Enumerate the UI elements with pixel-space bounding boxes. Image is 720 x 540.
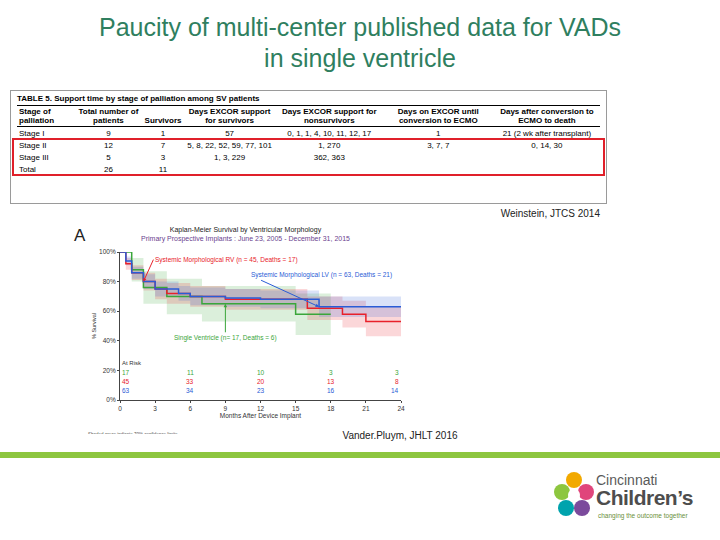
html-text:3: 3: [160, 152, 166, 162]
svg-text:11: 11: [187, 369, 194, 376]
html-text:Stage of palliation: Stage of palliation: [19, 107, 55, 125]
svg-text:24: 24: [397, 405, 405, 412]
svg-text:21: 21: [362, 405, 370, 412]
html-text:Total: Total: [19, 164, 36, 174]
html-text:21 (2 wk after transplant): 21 (2 wk after transplant): [502, 128, 592, 138]
svg-text:60%: 60%: [103, 307, 116, 314]
html-text:1: 1: [160, 128, 166, 138]
svg-text:17: 17: [122, 369, 130, 376]
svg-text:63: 63: [122, 387, 130, 394]
svg-text:10: 10: [257, 369, 265, 376]
html-text:5, 8, 22, 52, 59, 77, 101: 5, 8, 22, 52, 59, 77, 101: [187, 140, 272, 150]
html-text:Total number of patients: Total number of patients: [78, 107, 139, 125]
html-text:Vander.Pluym, JHLT 2016: Vander.Pluym, JHLT 2016: [342, 430, 458, 441]
svg-text:13: 13: [327, 378, 335, 385]
html-text:12: 12: [104, 140, 113, 150]
html-text:1: 1: [436, 128, 441, 138]
svg-text:Systemic Morphological RV (n =: Systemic Morphological RV (n = 45, Death…: [155, 256, 298, 264]
svg-text:16: 16: [327, 387, 335, 394]
html-text:Stage III: Stage III: [19, 152, 49, 162]
svg-text:23: 23: [257, 387, 265, 394]
svg-text:6: 6: [188, 405, 192, 412]
html-text:5: 5: [106, 152, 111, 162]
html-text:changing the outcome together: changing the outcome together: [598, 512, 688, 519]
svg-text:45: 45: [122, 378, 130, 385]
html-text:Paucity of multi-center publis: Paucity of multi-center published data f…: [99, 13, 621, 41]
svg-text:9: 9: [224, 405, 228, 412]
html-text:11: 11: [158, 164, 168, 174]
svg-text:Systemic Morphological LV (n =: Systemic Morphological LV (n = 63, Death…: [251, 271, 392, 279]
svg-text:3: 3: [329, 369, 333, 376]
svg-text:34: 34: [186, 387, 194, 394]
svg-text:0%: 0%: [106, 396, 116, 403]
html-text:Weinstein, JTCS 2014: Weinstein, JTCS 2014: [500, 208, 600, 219]
html-text:Days on EXCOR until conversion: Days on EXCOR until conversion to ECMO: [397, 107, 479, 125]
html-text:0, 14, 30: 0, 14, 30: [531, 140, 563, 150]
html-text:3, 7, 7: 3, 7, 7: [427, 140, 450, 150]
html-text:Days EXCOR support for survivo: Days EXCOR support for survivors: [188, 107, 271, 125]
html-text:Cincinnati: Cincinnati: [596, 472, 658, 488]
html-text:1, 3, 229: 1, 3, 229: [214, 152, 246, 162]
svg-text:Shaded areas indicate 70% conf: Shaded areas indicate 70% confidence lim…: [88, 432, 178, 434]
svg-text:At Risk: At Risk: [122, 360, 142, 366]
svg-text:80%: 80%: [103, 278, 116, 285]
html-text:Stage I: Stage I: [19, 128, 45, 138]
html-text:Days EXCOR support for nonsurv: Days EXCOR support for nonsurvivors: [281, 107, 377, 125]
svg-text:100%: 100%: [99, 248, 116, 255]
svg-text:3: 3: [395, 369, 399, 376]
html-text:TABLE 5. Support time by stage: TABLE 5. Support time by stage of pallia…: [17, 94, 260, 103]
html-text:Days after conversion to ECMO: Days after conversion to ECMO to death: [500, 107, 594, 125]
svg-text:14: 14: [391, 387, 399, 394]
html-text:0, 1, 1, 4, 10, 11, 12, 17: 0, 1, 1, 4, 10, 11, 12, 17: [287, 128, 372, 138]
html-text:26: 26: [104, 164, 113, 174]
html-text:Stage II: Stage II: [19, 140, 47, 150]
svg-text:Single Ventricle (n= 17, Death: Single Ventricle (n= 17, Deaths = 6): [174, 334, 277, 342]
svg-text:33: 33: [186, 378, 194, 385]
html-text:9: 9: [106, 128, 111, 138]
svg-text:20: 20: [257, 378, 265, 385]
svg-text:18: 18: [327, 405, 335, 412]
html-text:A: A: [74, 226, 86, 245]
svg-text:3: 3: [153, 405, 157, 412]
svg-text:20%: 20%: [103, 367, 116, 374]
svg-text:12: 12: [257, 405, 265, 412]
svg-text:40%: 40%: [103, 337, 116, 344]
svg-text:8: 8: [395, 378, 399, 385]
html-text:Survivors: Survivors: [144, 116, 182, 125]
html-text:362, 363: 362, 363: [313, 152, 345, 162]
html-text:Children’s: Children’s: [596, 486, 693, 509]
html-text:1, 270: 1, 270: [318, 140, 341, 150]
html-text:in single ventricle: in single ventricle: [264, 44, 456, 72]
svg-text:Kaplan-Meier Survival by Ventr: Kaplan-Meier Survival by Ventricular Mor…: [141, 226, 350, 243]
svg-text:15: 15: [292, 405, 300, 412]
html-text:7: 7: [160, 140, 166, 150]
svg-text:% Survival: % Survival: [91, 313, 97, 339]
svg-text:Months After Device Implant: Months After Device Implant: [220, 412, 301, 420]
html-text:57: 57: [225, 128, 235, 138]
svg-text:0: 0: [118, 405, 122, 412]
